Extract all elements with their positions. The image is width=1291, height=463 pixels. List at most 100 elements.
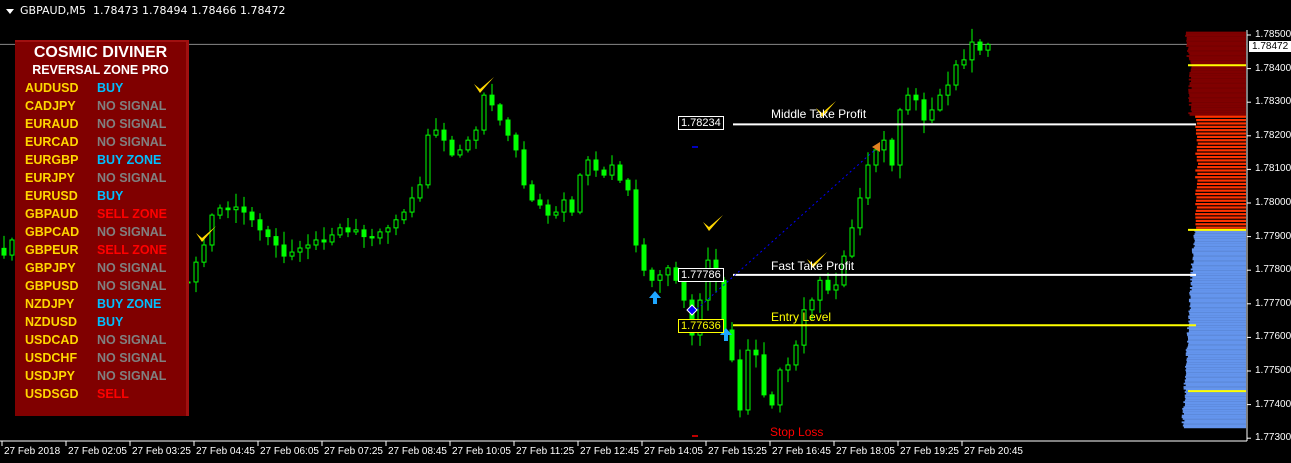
- mid-zone-bar: [1195, 223, 1246, 226]
- price-axis-label: 1.78000: [1255, 197, 1291, 208]
- row-symbol: USDSGD: [25, 387, 79, 401]
- mid-zone-bar: [1197, 166, 1246, 169]
- buy-zone-bar: [1193, 261, 1246, 264]
- mid-zone-bar: [1196, 155, 1246, 159]
- candle-bull: [577, 174, 583, 213]
- buy-zone-bar: [1183, 401, 1246, 404]
- candle-bull: [953, 64, 959, 86]
- buy-zone-bar: [1184, 419, 1246, 422]
- candle-bear: [737, 359, 743, 411]
- candle-bull: [417, 184, 423, 199]
- candle-bear: [537, 199, 543, 206]
- candle-bear: [513, 134, 519, 151]
- buy-zone-bar: [1192, 256, 1246, 259]
- trade-path-line: [696, 147, 878, 310]
- candle-bull: [329, 234, 335, 243]
- sell-zone-bar: [1187, 50, 1246, 52]
- candle-bear: [633, 189, 639, 246]
- candle-bull: [433, 129, 439, 136]
- buy-zone-bar: [1185, 364, 1246, 367]
- price-axis-label: 1.78100: [1255, 163, 1291, 175]
- candle-bear: [825, 279, 831, 291]
- buy-zone-bar: [1189, 308, 1246, 311]
- sell-zone-bar: [1188, 90, 1246, 93]
- row-symbol: EURGBP: [25, 153, 79, 167]
- buy-zone-bar: [1185, 376, 1246, 378]
- buy-zone-bar: [1186, 332, 1246, 335]
- candle-bull: [289, 251, 295, 257]
- candle-bull: [801, 309, 807, 346]
- buy-zone-bar: [1193, 243, 1246, 246]
- sell-zone-bar: [1188, 100, 1246, 103]
- buy-zone-bar: [1194, 241, 1246, 244]
- time-axis-label: 27 Feb 02:05: [68, 446, 127, 457]
- candle-bull: [969, 41, 975, 61]
- candle-bear: [529, 184, 535, 201]
- mid-zone-bar: [1195, 213, 1246, 216]
- checkmark-icon: [196, 226, 216, 242]
- sell-zone-bar: [1190, 108, 1246, 111]
- buy-zone-bar: [1188, 330, 1246, 333]
- buy-zone-bar: [1184, 399, 1246, 402]
- mid-zone-bar: [1196, 196, 1246, 199]
- row-symbol: GBPAUD: [25, 207, 79, 221]
- buy-zone-bar: [1194, 239, 1246, 242]
- buy-zone-bar: [1185, 371, 1246, 373]
- mid-zone-bar: [1195, 203, 1246, 206]
- buy-zone-bar: [1185, 354, 1246, 356]
- buy-zone-bar: [1183, 406, 1246, 409]
- candle-bear: [769, 394, 775, 406]
- candle-bull: [961, 59, 967, 66]
- panel-title: COSMIC DIVINER: [33, 44, 168, 61]
- buy-zone-bar: [1182, 407, 1246, 410]
- buy-zone-bar: [1190, 295, 1246, 298]
- buy-zone-bar: [1188, 315, 1246, 318]
- row-symbol: USDCHF: [25, 351, 78, 365]
- price-axis-label: 1.77300: [1255, 432, 1291, 444]
- candle-bull: [313, 239, 319, 246]
- sell-zone-bar: [1189, 75, 1246, 78]
- buy-arrow-icon: [649, 291, 661, 304]
- buy-zone-bar: [1193, 234, 1246, 237]
- candle-bear: [265, 229, 271, 238]
- candle-bear: [281, 244, 287, 257]
- candle-bull: [201, 244, 207, 263]
- candle-bull: [857, 197, 863, 229]
- buy-zone-bar: [1188, 344, 1246, 346]
- buy-zone-bar: [1191, 288, 1246, 291]
- sell-zone-bar: [1191, 107, 1246, 110]
- row-symbol: GBPEUR: [25, 243, 79, 257]
- buy-zone-bar: [1187, 345, 1246, 348]
- buy-zone-bar: [1192, 273, 1246, 276]
- row-signal: NO SIGNAL: [97, 369, 167, 383]
- buy-zone-bar: [1191, 250, 1246, 252]
- exit-arrow-icon: [872, 142, 880, 152]
- signal-row: EURUSD BUY: [15, 188, 186, 206]
- time-axis-label: 27 Feb 08:45: [388, 446, 447, 457]
- sell-zone-bar: [1185, 31, 1246, 34]
- mid-zone-bar: [1195, 192, 1246, 196]
- row-signal: SELL ZONE: [97, 243, 167, 257]
- candle-bull: [465, 139, 471, 151]
- buy-zone-bar: [1190, 302, 1246, 304]
- mid-zone-bar: [1195, 219, 1246, 222]
- buy-zone-bar: [1185, 374, 1246, 377]
- sell-zone-bar: [1188, 78, 1246, 81]
- time-axis-label: 27 Feb 18:05: [836, 446, 895, 457]
- candle-bear: [721, 279, 727, 331]
- buy-zone-bar: [1185, 369, 1246, 372]
- middle-tp-label: Middle Take Profit: [771, 107, 867, 121]
- time-axis-label: 27 Feb 19:25: [900, 446, 959, 457]
- time-axis-label: 27 Feb 20:45: [964, 446, 1023, 457]
- buy-zone-bar: [1189, 312, 1246, 314]
- sell-zone-bar: [1190, 60, 1246, 62]
- buy-zone-bar: [1185, 402, 1246, 405]
- sell-zone-bar: [1186, 55, 1246, 57]
- candle-bear: [913, 94, 919, 101]
- sell-zone-bar: [1188, 85, 1246, 88]
- mid-zone-bar: [1196, 186, 1246, 189]
- dropdown-triangle-icon[interactable]: [6, 8, 14, 14]
- buy-zone-bar: [1188, 298, 1246, 301]
- row-signal: BUY: [97, 315, 124, 329]
